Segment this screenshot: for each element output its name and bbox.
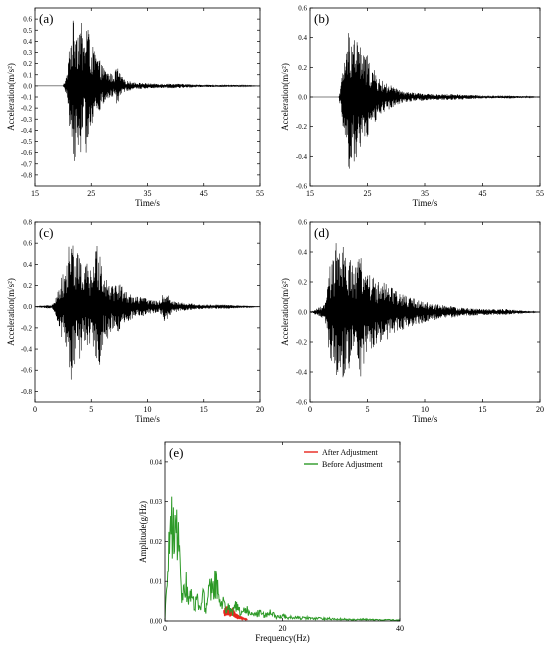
y-tick-label: 0.1 bbox=[23, 71, 32, 79]
series-line-0 bbox=[338, 33, 540, 169]
y-tick-label: -0.6 bbox=[21, 149, 33, 157]
y-tick-label: -0.8 bbox=[21, 171, 33, 179]
y-tick-label: -0.4 bbox=[21, 346, 33, 354]
x-tick-label: 0 bbox=[33, 405, 37, 414]
x-tick-label: 55 bbox=[536, 189, 544, 198]
y-tick-label: 0.6 bbox=[298, 219, 307, 227]
x-tick-label: 15 bbox=[306, 189, 314, 198]
panel-label: (c) bbox=[39, 225, 53, 240]
x-axis-label: Time/s bbox=[135, 414, 160, 424]
y-tick-label: -0.3 bbox=[21, 116, 33, 124]
y-tick-label: 0.4 bbox=[23, 261, 32, 269]
panel-label: (d) bbox=[314, 225, 329, 240]
y-axis-label: Amplitude(g/Hz) bbox=[138, 501, 148, 563]
y-tick-label: -0.2 bbox=[21, 105, 33, 113]
legend-entry: After Adjustment bbox=[322, 448, 379, 457]
y-tick-label: 0.01 bbox=[150, 578, 163, 586]
y-tick-label: 0.0 bbox=[298, 309, 307, 317]
x-tick-label: 45 bbox=[200, 189, 208, 198]
series-line-0 bbox=[223, 606, 248, 621]
y-tick-label: 0.5 bbox=[23, 27, 32, 35]
y-tick-label: 0.04 bbox=[150, 458, 163, 466]
x-tick-label: 35 bbox=[144, 189, 152, 198]
x-tick-label: 15 bbox=[31, 189, 39, 198]
y-tick-label: 0.3 bbox=[23, 49, 32, 57]
x-tick-label: 15 bbox=[479, 405, 487, 414]
series-line-0 bbox=[62, 20, 260, 161]
y-tick-label: 0.2 bbox=[23, 282, 32, 290]
x-tick-label: 0 bbox=[163, 624, 167, 633]
chart-panel-2: 0 5 10 15 20 -0.8 -0.6 -0.4 -0.2 0.0 0.2 0.4 0.6 0.8 T… bbox=[6, 219, 264, 425]
y-tick-label: 0.4 bbox=[298, 34, 307, 42]
y-tick-label: -0.8 bbox=[21, 388, 33, 396]
y-tick-label: -0.6 bbox=[21, 367, 33, 375]
x-tick-label: 5 bbox=[366, 405, 370, 414]
x-tick-label: 35 bbox=[421, 189, 429, 198]
y-tick-label: 0.6 bbox=[298, 5, 307, 13]
chart-panel-0: 15 25 35 45 55 -0.8 -0.7 -0.6 -0.5 -0.4 -0.3 -0.2 -0… bbox=[6, 7, 264, 208]
chart-panel-4: 0 20 40 0.00 0.01 0.02 0.03 0.04 Frequency(Hz) Am… bbox=[138, 441, 404, 643]
y-tick-label: 0.00 bbox=[150, 618, 163, 626]
y-tick-label: 0.4 bbox=[298, 249, 307, 257]
y-tick-label: -0.5 bbox=[21, 138, 33, 146]
x-tick-label: 10 bbox=[144, 405, 152, 414]
series-line-1 bbox=[165, 496, 400, 621]
x-tick-label: 20 bbox=[279, 624, 287, 633]
x-axis-label: Frequency(Hz) bbox=[255, 633, 309, 643]
y-tick-label: 0.8 bbox=[23, 219, 32, 227]
y-tick-label: 0.0 bbox=[23, 303, 32, 311]
y-axis-label: Acceleration(m/s²) bbox=[280, 63, 290, 131]
x-tick-label: 0 bbox=[308, 405, 312, 414]
panel-label: (e) bbox=[169, 445, 183, 460]
x-tick-label: 5 bbox=[89, 405, 93, 414]
y-axis-label: Acceleration(m/s²) bbox=[6, 63, 16, 131]
x-tick-label: 45 bbox=[479, 189, 487, 198]
y-tick-label: 0.6 bbox=[23, 16, 32, 24]
chart-panel-1: 15 25 35 45 55 -0.6 -0.4 -0.2 0.0 0.2 0.4 0.6 Time/s… bbox=[280, 5, 544, 209]
y-tick-label: -0.6 bbox=[296, 399, 308, 407]
y-axis-label: Acceleration(m/s²) bbox=[280, 278, 290, 346]
y-axis-label: Acceleration(m/s²) bbox=[6, 278, 16, 346]
y-tick-label: 0.0 bbox=[298, 94, 307, 102]
x-tick-label: 55 bbox=[256, 189, 264, 198]
y-tick-label: -0.1 bbox=[21, 94, 33, 102]
y-tick-label: -0.2 bbox=[21, 324, 33, 332]
y-tick-label: -0.2 bbox=[296, 123, 308, 131]
panel-label: (b) bbox=[314, 11, 329, 26]
x-tick-label: 40 bbox=[396, 624, 404, 633]
x-axis-label: Time/s bbox=[413, 198, 438, 208]
x-tick-label: 10 bbox=[421, 405, 429, 414]
legend-entry: Before Adjustment bbox=[322, 460, 383, 469]
y-tick-label: 0.4 bbox=[23, 38, 32, 46]
x-tick-label: 25 bbox=[87, 189, 95, 198]
x-axis-label: Time/s bbox=[413, 414, 438, 424]
y-tick-label: -0.6 bbox=[296, 183, 308, 191]
x-axis-label: Time/s bbox=[135, 198, 160, 208]
y-tick-label: 0.2 bbox=[23, 60, 32, 68]
x-tick-label: 25 bbox=[364, 189, 372, 198]
y-tick-label: -0.2 bbox=[296, 339, 308, 347]
chart-panel-3: 0 5 10 15 20 -0.6 -0.4 -0.2 0.0 0.2 0.4 0.6 Time/s Ac… bbox=[280, 219, 544, 425]
y-tick-label: 0.2 bbox=[298, 279, 307, 287]
x-tick-label: 20 bbox=[536, 405, 544, 414]
series-line-0 bbox=[310, 243, 540, 378]
series-line-0 bbox=[35, 245, 260, 380]
y-tick-label: -0.7 bbox=[21, 160, 33, 168]
panel-label: (a) bbox=[39, 11, 53, 26]
y-tick-label: -0.4 bbox=[296, 153, 308, 161]
y-tick-label: 0.0 bbox=[23, 82, 32, 90]
x-tick-label: 20 bbox=[256, 405, 264, 414]
y-tick-label: 0.2 bbox=[298, 64, 307, 72]
x-tick-label: 15 bbox=[200, 405, 208, 414]
y-tick-label: 0.02 bbox=[150, 538, 163, 546]
y-tick-label: 0.6 bbox=[23, 240, 32, 248]
y-tick-label: -0.4 bbox=[296, 369, 308, 377]
y-tick-label: 0.03 bbox=[150, 498, 163, 506]
y-tick-label: -0.4 bbox=[21, 127, 33, 135]
